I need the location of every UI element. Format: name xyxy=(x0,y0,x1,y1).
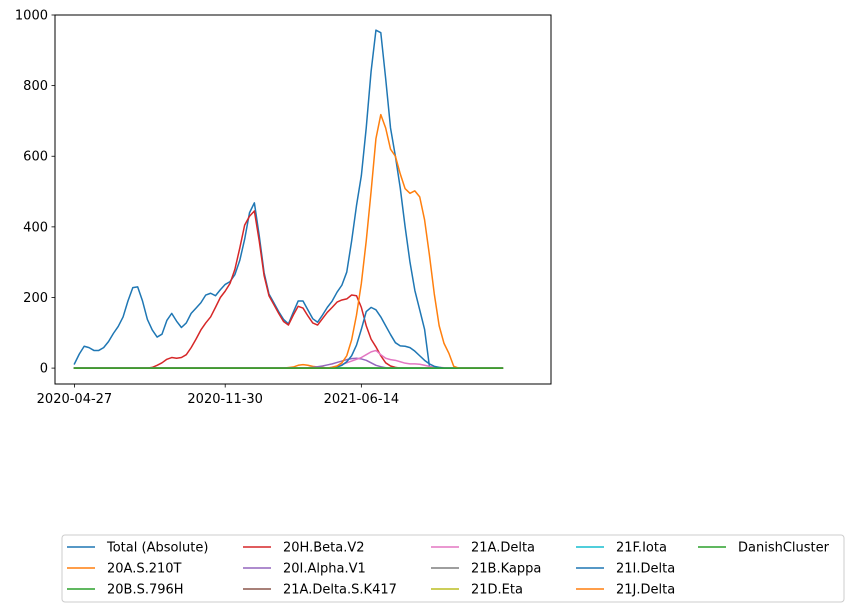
legend-entry: 21A.Delta xyxy=(431,541,535,556)
axes-frame xyxy=(54,14,552,385)
y-tick-label: 800 xyxy=(23,79,48,94)
legend-entry: 21D.Eta xyxy=(431,583,523,598)
legend-label: 21F.Iota xyxy=(616,541,667,556)
legend-label: DanishCluster xyxy=(738,541,830,556)
legend-entry: 21I.Delta xyxy=(576,562,675,577)
legend-entry: 21B.Kappa xyxy=(431,562,541,577)
y-tick-label: 600 xyxy=(23,150,48,165)
x-axis: 2020-04-27 2020-11-30 2021-06-14 xyxy=(37,384,399,407)
legend-label: 21D.Eta xyxy=(471,583,523,598)
legend-entries: Total (Absolute) 20A.S.210T 20B.S.796H 20H.… xyxy=(67,541,830,598)
legend-label: 21B.Kappa xyxy=(471,562,541,577)
legend-label: 21A.Delta xyxy=(471,541,535,556)
y-tick-label: 400 xyxy=(23,220,48,235)
series-line-11 xyxy=(73,113,504,369)
legend-entry: 20B.S.796H xyxy=(67,583,184,598)
legend-label: 21J.Delta xyxy=(616,583,675,598)
series-line-0 xyxy=(73,29,440,369)
legend-label: 20H.Beta.V2 xyxy=(283,541,365,556)
legend-entry: 21A.Delta.S.K417 xyxy=(243,583,397,598)
y-tick-label: 0 xyxy=(40,362,48,377)
legend-label: 21I.Delta xyxy=(616,562,675,577)
series-line-3 xyxy=(73,210,440,369)
legend-label: 20I.Alpha.V1 xyxy=(283,562,366,577)
x-tick-label: 2020-04-27 xyxy=(37,392,113,407)
legend-label: 21A.Delta.S.K417 xyxy=(283,583,397,598)
legend-label: 20A.S.210T xyxy=(107,562,182,577)
y-axis: 0 200 400 600 800 1000 xyxy=(15,9,55,377)
y-tick-label: 1000 xyxy=(15,9,48,24)
legend-entry: Total (Absolute) xyxy=(67,541,208,556)
legend-entry: DanishCluster xyxy=(698,541,830,556)
legend-entry: 21J.Delta xyxy=(576,583,675,598)
plot-area xyxy=(54,14,552,385)
legend-entry: 20A.S.210T xyxy=(67,562,182,577)
series-line-6 xyxy=(73,349,450,369)
series-group xyxy=(73,29,504,369)
series-line-4 xyxy=(73,357,440,369)
legend-label: Total (Absolute) xyxy=(106,541,208,556)
legend-label: 20B.S.796H xyxy=(107,583,184,598)
y-tick-label: 200 xyxy=(23,291,48,306)
x-tick-label: 2021-06-14 xyxy=(324,392,400,407)
series-line-10 xyxy=(73,306,504,369)
legend-entry: 21F.Iota xyxy=(576,541,667,556)
legend-entry: 20I.Alpha.V1 xyxy=(243,562,366,577)
legend-entry: 20H.Beta.V2 xyxy=(243,541,365,556)
x-tick-label: 2020-11-30 xyxy=(187,392,263,407)
legend: Total (Absolute) 20A.S.210T 20B.S.796H 20H.… xyxy=(61,534,845,603)
